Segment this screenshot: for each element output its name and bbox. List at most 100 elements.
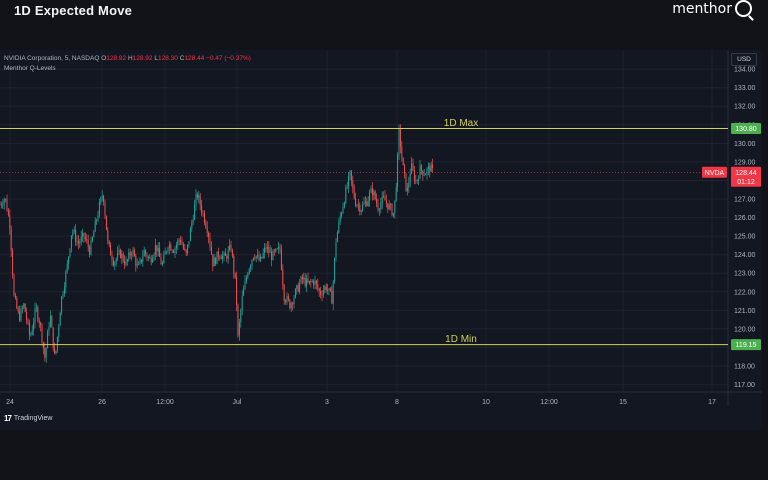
candle-body (252, 257, 254, 261)
candle-body (139, 259, 141, 264)
tradingview-text: TradingView (13, 415, 53, 422)
candle-body (111, 255, 113, 261)
candle-body (356, 204, 358, 206)
candle-body (110, 244, 112, 256)
candle-body (105, 215, 107, 230)
candle-body (182, 244, 184, 249)
candle-body (411, 163, 413, 174)
candle-body (388, 204, 390, 210)
candle-body (240, 310, 242, 323)
candle-body (150, 258, 152, 263)
brand-name: menthor (672, 0, 732, 17)
candle-body (362, 204, 364, 211)
candle-body (266, 246, 268, 249)
candle-body (420, 165, 422, 171)
candle-body (243, 289, 245, 296)
candle-body (306, 278, 308, 286)
level-badge (731, 123, 761, 135)
x-tick-label: 12:00 (156, 399, 174, 406)
chart-canvas[interactable]: 117.00118.00119.00120.00121.00122.00123.… (0, 50, 762, 430)
candle-body (138, 263, 140, 265)
candle-body (205, 222, 207, 228)
candle-body (409, 173, 411, 183)
candle-body (69, 248, 71, 257)
y-tick-label: 127.00 (734, 197, 756, 204)
indicator-legend[interactable]: Menthor Q-Levels (4, 65, 56, 72)
candle-body (401, 147, 403, 158)
candle-body (82, 232, 84, 237)
candle-body (254, 257, 256, 259)
candle-body (275, 248, 277, 252)
candle-body (58, 325, 60, 337)
candle-body (210, 246, 212, 255)
candle-body (55, 350, 57, 354)
tradingview-logo[interactable]: 17 TradingView (4, 414, 52, 423)
candle-body (7, 211, 9, 216)
candle-body (191, 222, 193, 229)
candle-body (84, 236, 86, 240)
candle-body (38, 320, 40, 324)
candle-body (80, 236, 82, 243)
y-tick-label: 130.00 (734, 141, 756, 148)
candle-body (209, 237, 211, 247)
ticker-badge-text: NVDA (705, 170, 725, 177)
currency-button[interactable]: USD (731, 53, 757, 66)
candle-body (17, 308, 19, 312)
candle-body (12, 250, 14, 276)
candle-body (336, 232, 338, 242)
candle-body (412, 163, 414, 170)
candle-body (255, 256, 257, 259)
x-tick-label: Jul (233, 399, 242, 406)
candle-body (52, 327, 54, 349)
candle-body (272, 250, 274, 261)
candle-body (229, 245, 231, 250)
candle-body (147, 257, 149, 258)
candle-body (422, 170, 424, 176)
candle-body (0, 204, 1, 206)
candle-body (335, 241, 337, 259)
candle-body (343, 202, 345, 207)
candle-body (311, 281, 313, 282)
candle-body (206, 227, 208, 233)
y-tick-label: 121.00 (734, 308, 756, 315)
candle-body (35, 307, 37, 309)
candle-body (377, 203, 379, 211)
candle-body (213, 257, 215, 267)
candle-body (290, 303, 292, 309)
x-tick-label: 10 (482, 399, 490, 406)
candle-body (381, 196, 383, 204)
candle-body (212, 254, 214, 267)
candle-body (394, 200, 396, 213)
candle-body (233, 255, 235, 273)
candle-body (322, 290, 324, 296)
candle-body (34, 308, 36, 323)
chart-frame[interactable] (0, 50, 762, 430)
last-price-value: 128.44 (735, 170, 757, 177)
candle-body (285, 300, 287, 302)
candle-body (366, 201, 368, 206)
candle-body (405, 173, 407, 191)
candle-body (33, 322, 35, 330)
candle-body (317, 283, 319, 289)
candle-body (244, 281, 246, 290)
candle-body (192, 219, 194, 223)
candle-body (432, 164, 434, 169)
candle-body (427, 166, 429, 169)
candle-body (168, 244, 170, 249)
candle-body (268, 246, 270, 253)
candle-body (227, 249, 229, 259)
candle-body (133, 250, 135, 257)
level-label: 1D Max (444, 118, 478, 129)
candle-body (87, 240, 89, 248)
candle-body (13, 275, 15, 296)
candle-body (199, 195, 201, 206)
candle-body (262, 252, 264, 258)
candle-body (174, 248, 176, 253)
candle-body (125, 261, 127, 265)
candle-body (160, 256, 162, 265)
candle-body (374, 191, 376, 200)
candle-body (294, 289, 296, 298)
candle-body (131, 253, 133, 256)
y-tick-label: 118.00 (734, 364, 755, 371)
